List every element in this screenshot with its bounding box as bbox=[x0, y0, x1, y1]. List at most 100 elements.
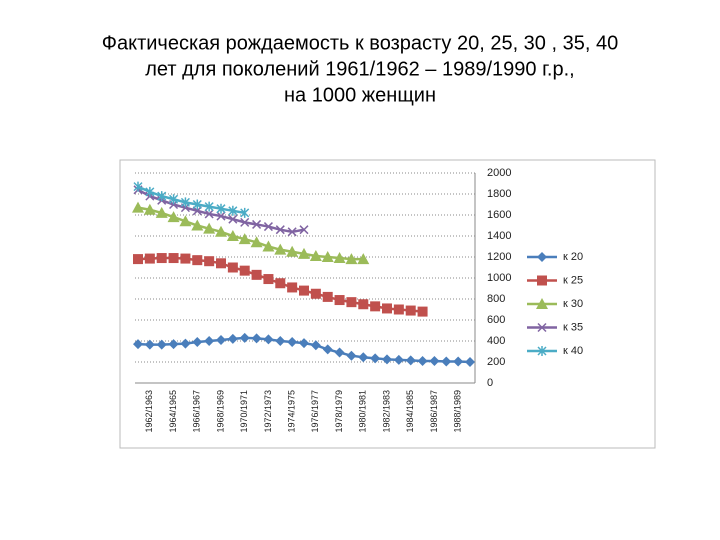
marker bbox=[204, 209, 214, 219]
marker bbox=[252, 219, 262, 229]
marker bbox=[228, 214, 238, 224]
marker bbox=[204, 201, 214, 212]
y-tick-label: 1600 bbox=[487, 209, 511, 221]
marker bbox=[133, 181, 143, 192]
marker bbox=[168, 339, 179, 350]
marker bbox=[145, 186, 155, 197]
marker bbox=[537, 252, 547, 262]
marker bbox=[357, 253, 370, 265]
marker bbox=[393, 354, 404, 365]
y-tick-label: 1800 bbox=[487, 188, 511, 200]
marker bbox=[322, 344, 333, 355]
x-tick-label: 1968/1969 bbox=[215, 390, 225, 433]
marker bbox=[250, 236, 263, 248]
y-tick-label: 400 bbox=[487, 335, 505, 347]
marker bbox=[370, 301, 381, 312]
marker bbox=[180, 338, 191, 349]
marker bbox=[334, 295, 345, 306]
chart-frame bbox=[119, 159, 656, 449]
marker bbox=[192, 199, 202, 210]
marker bbox=[358, 352, 369, 363]
marker bbox=[227, 333, 238, 344]
marker bbox=[156, 339, 167, 350]
x-tick-label: 1966/1967 bbox=[192, 390, 202, 433]
marker bbox=[536, 298, 548, 309]
marker bbox=[167, 211, 180, 223]
marker bbox=[239, 332, 250, 343]
marker bbox=[370, 353, 381, 364]
marker bbox=[333, 252, 346, 264]
marker bbox=[191, 219, 204, 231]
x-tick-label: 1962/1963 bbox=[144, 390, 154, 433]
legend-label: к 30 bbox=[563, 298, 583, 310]
marker bbox=[132, 201, 144, 213]
legend-label: к 20 bbox=[563, 251, 583, 263]
marker bbox=[322, 291, 333, 302]
marker bbox=[405, 355, 416, 366]
x-tick-label: 1970/1971 bbox=[239, 390, 249, 433]
marker bbox=[192, 337, 203, 348]
marker bbox=[382, 303, 392, 314]
chart-title: лет для поколений 1961/1962 – 1989/1990 … bbox=[145, 58, 574, 80]
marker bbox=[299, 338, 309, 349]
marker bbox=[345, 253, 358, 265]
marker bbox=[239, 265, 250, 276]
x-tick-label: 1980/1981 bbox=[358, 390, 368, 433]
y-tick-label: 2000 bbox=[487, 167, 511, 179]
marker bbox=[216, 211, 226, 221]
marker bbox=[274, 243, 287, 255]
marker bbox=[133, 339, 143, 350]
x-tick-labels: 1962/1963 1964/1965 1966/1967 1968/1969 1970… bbox=[144, 390, 462, 433]
marker bbox=[263, 222, 273, 232]
marker bbox=[310, 288, 321, 299]
legend-label: к 40 bbox=[563, 345, 583, 357]
marker bbox=[429, 355, 440, 366]
marker bbox=[204, 256, 215, 267]
marker bbox=[286, 245, 299, 257]
marker bbox=[298, 247, 310, 259]
marker bbox=[238, 233, 251, 245]
y-tick-label: 1000 bbox=[487, 272, 511, 284]
x-tick-label: 1982/1983 bbox=[381, 390, 391, 433]
marker bbox=[251, 269, 262, 280]
marker bbox=[133, 254, 143, 265]
x-tick-label: 1988/1989 bbox=[453, 390, 463, 433]
y-tick-label: 800 bbox=[487, 293, 505, 305]
marker bbox=[417, 306, 428, 317]
x-tick-label: 1986/1987 bbox=[429, 390, 439, 433]
marker bbox=[334, 347, 345, 358]
marker bbox=[216, 334, 226, 345]
legend-label: к 25 bbox=[563, 274, 583, 286]
marker bbox=[321, 251, 334, 262]
marker bbox=[441, 356, 452, 367]
marker bbox=[309, 249, 322, 261]
legend-label: к 35 bbox=[563, 321, 583, 333]
marker bbox=[393, 304, 404, 315]
marker bbox=[275, 225, 285, 235]
x-tick-label: 1984/1985 bbox=[405, 390, 415, 433]
marker bbox=[287, 337, 298, 348]
marker bbox=[287, 227, 297, 237]
marker bbox=[262, 240, 275, 252]
marker bbox=[169, 194, 179, 205]
marker bbox=[417, 355, 428, 366]
marker bbox=[226, 230, 239, 241]
marker bbox=[275, 278, 286, 289]
marker bbox=[358, 299, 369, 310]
x-tick-label: 1978/1979 bbox=[334, 390, 344, 433]
marker bbox=[465, 357, 475, 367]
marker bbox=[453, 356, 464, 367]
x-tick-label: 1972/1973 bbox=[263, 390, 273, 433]
y-tick-label: 0 bbox=[487, 377, 493, 389]
marker bbox=[156, 253, 167, 264]
marker bbox=[215, 225, 227, 237]
y-tick-label: 200 bbox=[487, 356, 505, 368]
y-tick-label: 600 bbox=[487, 314, 505, 326]
y-tick-label: 1200 bbox=[487, 251, 511, 263]
marker bbox=[263, 334, 274, 345]
marker bbox=[310, 340, 321, 351]
marker bbox=[204, 336, 215, 346]
marker bbox=[263, 274, 274, 285]
marker bbox=[179, 215, 192, 227]
